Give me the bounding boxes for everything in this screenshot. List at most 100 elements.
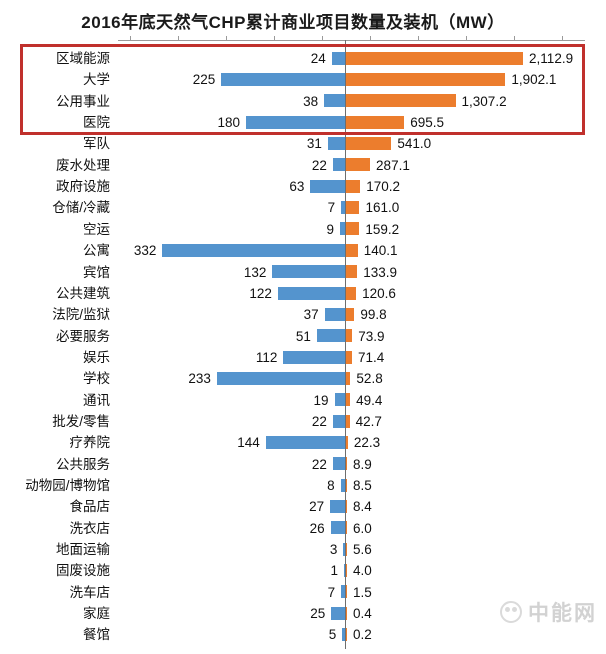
mw-value-label: 159.2 bbox=[365, 221, 400, 237]
category-label: 政府设施 bbox=[56, 179, 110, 195]
panda-logo-icon bbox=[500, 601, 522, 623]
count-value-label: 22 bbox=[311, 157, 327, 173]
count-bar bbox=[327, 137, 345, 151]
count-value-label: 144 bbox=[237, 435, 260, 451]
count-bar bbox=[316, 329, 345, 343]
count-value-label: 225 bbox=[192, 72, 216, 88]
axis-tick bbox=[418, 36, 419, 40]
axis-tick bbox=[322, 36, 323, 40]
mw-bar bbox=[346, 606, 347, 620]
count-value-label: 22 bbox=[311, 456, 327, 472]
mw-value-label: 0.4 bbox=[353, 606, 372, 622]
count-bar bbox=[272, 265, 345, 279]
axis-tick bbox=[370, 36, 371, 40]
count-value-label: 1 bbox=[330, 563, 338, 579]
count-value-label: 27 bbox=[309, 499, 325, 515]
mw-bar bbox=[346, 115, 405, 129]
category-label: 公寓 bbox=[83, 243, 110, 259]
count-bar bbox=[324, 307, 345, 321]
category-label: 地面运输 bbox=[56, 542, 110, 558]
count-value-label: 132 bbox=[243, 264, 267, 280]
category-label: 家庭 bbox=[83, 606, 110, 622]
axis-tick bbox=[274, 36, 275, 40]
category-label: 法院/监狱 bbox=[52, 307, 110, 323]
category-label: 医院 bbox=[83, 115, 110, 131]
count-bar bbox=[324, 94, 345, 108]
mw-bar bbox=[346, 350, 352, 364]
mw-bar bbox=[346, 329, 353, 343]
count-bar bbox=[246, 115, 345, 129]
count-value-label: 3 bbox=[329, 542, 338, 558]
count-bar bbox=[343, 542, 345, 556]
category-label: 学校 bbox=[83, 371, 110, 387]
mw-bar bbox=[346, 73, 506, 87]
count-bar bbox=[331, 606, 345, 620]
count-bar bbox=[310, 179, 345, 193]
watermark-text: 中能网 bbox=[528, 602, 597, 625]
mw-bar bbox=[346, 265, 358, 279]
count-bar bbox=[265, 435, 345, 449]
count-bar bbox=[340, 222, 345, 236]
count-value-label: 31 bbox=[306, 136, 322, 152]
count-value-label: 8 bbox=[327, 478, 335, 493]
count-bar bbox=[330, 500, 345, 514]
count-bar bbox=[330, 521, 345, 535]
category-label: 必要服务 bbox=[56, 328, 110, 344]
mw-value-label: 541.0 bbox=[397, 136, 432, 152]
count-value-label: 122 bbox=[249, 285, 272, 301]
count-bar bbox=[332, 457, 345, 471]
count-value-label: 38 bbox=[303, 93, 319, 109]
count-bar bbox=[341, 585, 345, 599]
count-value-label: 63 bbox=[289, 179, 305, 195]
count-value-label: 25 bbox=[310, 606, 326, 622]
mw-value-label: 161.0 bbox=[365, 200, 400, 216]
mw-bar bbox=[346, 201, 360, 215]
mw-value-label: 170.2 bbox=[366, 179, 401, 195]
axis-tick bbox=[226, 36, 227, 40]
mw-value-label: 4.0 bbox=[353, 563, 372, 579]
mw-value-label: 140.1 bbox=[363, 243, 398, 259]
count-bar bbox=[344, 564, 345, 578]
mw-value-label: 6.0 bbox=[353, 520, 372, 536]
mw-value-label: 5.6 bbox=[353, 542, 372, 558]
mw-bar bbox=[346, 393, 351, 407]
mw-bar bbox=[346, 628, 347, 642]
mw-bar bbox=[346, 222, 360, 236]
mw-value-label: 8.5 bbox=[353, 478, 372, 493]
chart-title: 2016年底天然气CHP累计商业项目数量及装机（MW） bbox=[81, 13, 505, 32]
count-value-label: 22 bbox=[311, 413, 327, 429]
count-value-label: 7 bbox=[327, 200, 336, 216]
mw-value-label: 52.8 bbox=[356, 371, 383, 387]
category-label: 军队 bbox=[83, 136, 110, 152]
highlight-rectangle bbox=[20, 44, 585, 135]
axis-tick bbox=[466, 36, 467, 40]
count-bar bbox=[332, 414, 345, 428]
axis-tick bbox=[178, 36, 179, 40]
mw-bar bbox=[346, 414, 350, 428]
count-value-label: 24 bbox=[310, 51, 326, 66]
mw-bar bbox=[346, 243, 358, 257]
count-bar bbox=[334, 393, 345, 407]
category-label: 废水处理 bbox=[56, 157, 110, 173]
mw-value-label: 71.4 bbox=[357, 349, 385, 365]
mw-value-label: 133.9 bbox=[363, 264, 398, 280]
count-value-label: 37 bbox=[303, 307, 319, 323]
category-label: 区域能源 bbox=[56, 51, 110, 66]
category-label: 疗养院 bbox=[69, 435, 111, 451]
mw-value-label: 8.9 bbox=[353, 456, 372, 472]
mw-bar bbox=[346, 478, 347, 492]
category-label: 食品店 bbox=[69, 499, 111, 515]
category-label: 宾馆 bbox=[83, 264, 110, 280]
axis-tick bbox=[562, 36, 563, 40]
mw-bar bbox=[346, 564, 347, 578]
count-value-label: 19 bbox=[313, 392, 329, 408]
count-bar bbox=[216, 371, 345, 385]
mw-value-label: 0.2 bbox=[353, 627, 372, 643]
count-value-label: 112 bbox=[255, 349, 278, 365]
category-label: 餐馆 bbox=[83, 627, 110, 643]
category-label: 公用事业 bbox=[56, 93, 110, 109]
category-label: 通讯 bbox=[83, 392, 110, 408]
count-value-label: 51 bbox=[295, 328, 311, 344]
mw-value-label: 287.1 bbox=[376, 157, 410, 173]
mw-value-label: 1,902.1 bbox=[511, 72, 557, 88]
